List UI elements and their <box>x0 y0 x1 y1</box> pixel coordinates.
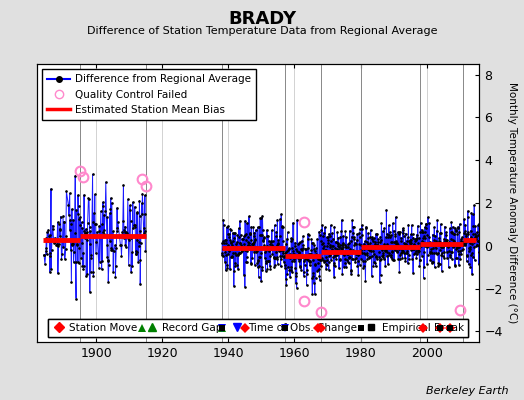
Text: Difference of Station Temperature Data from Regional Average: Difference of Station Temperature Data f… <box>87 26 437 36</box>
Text: BRADY: BRADY <box>228 10 296 28</box>
Text: Berkeley Earth: Berkeley Earth <box>426 386 508 396</box>
Y-axis label: Monthly Temperature Anomaly Difference (°C): Monthly Temperature Anomaly Difference (… <box>507 82 517 324</box>
Legend: Station Move, Record Gap, Time of Obs. Change, Empirical Break: Station Move, Record Gap, Time of Obs. C… <box>48 319 468 337</box>
